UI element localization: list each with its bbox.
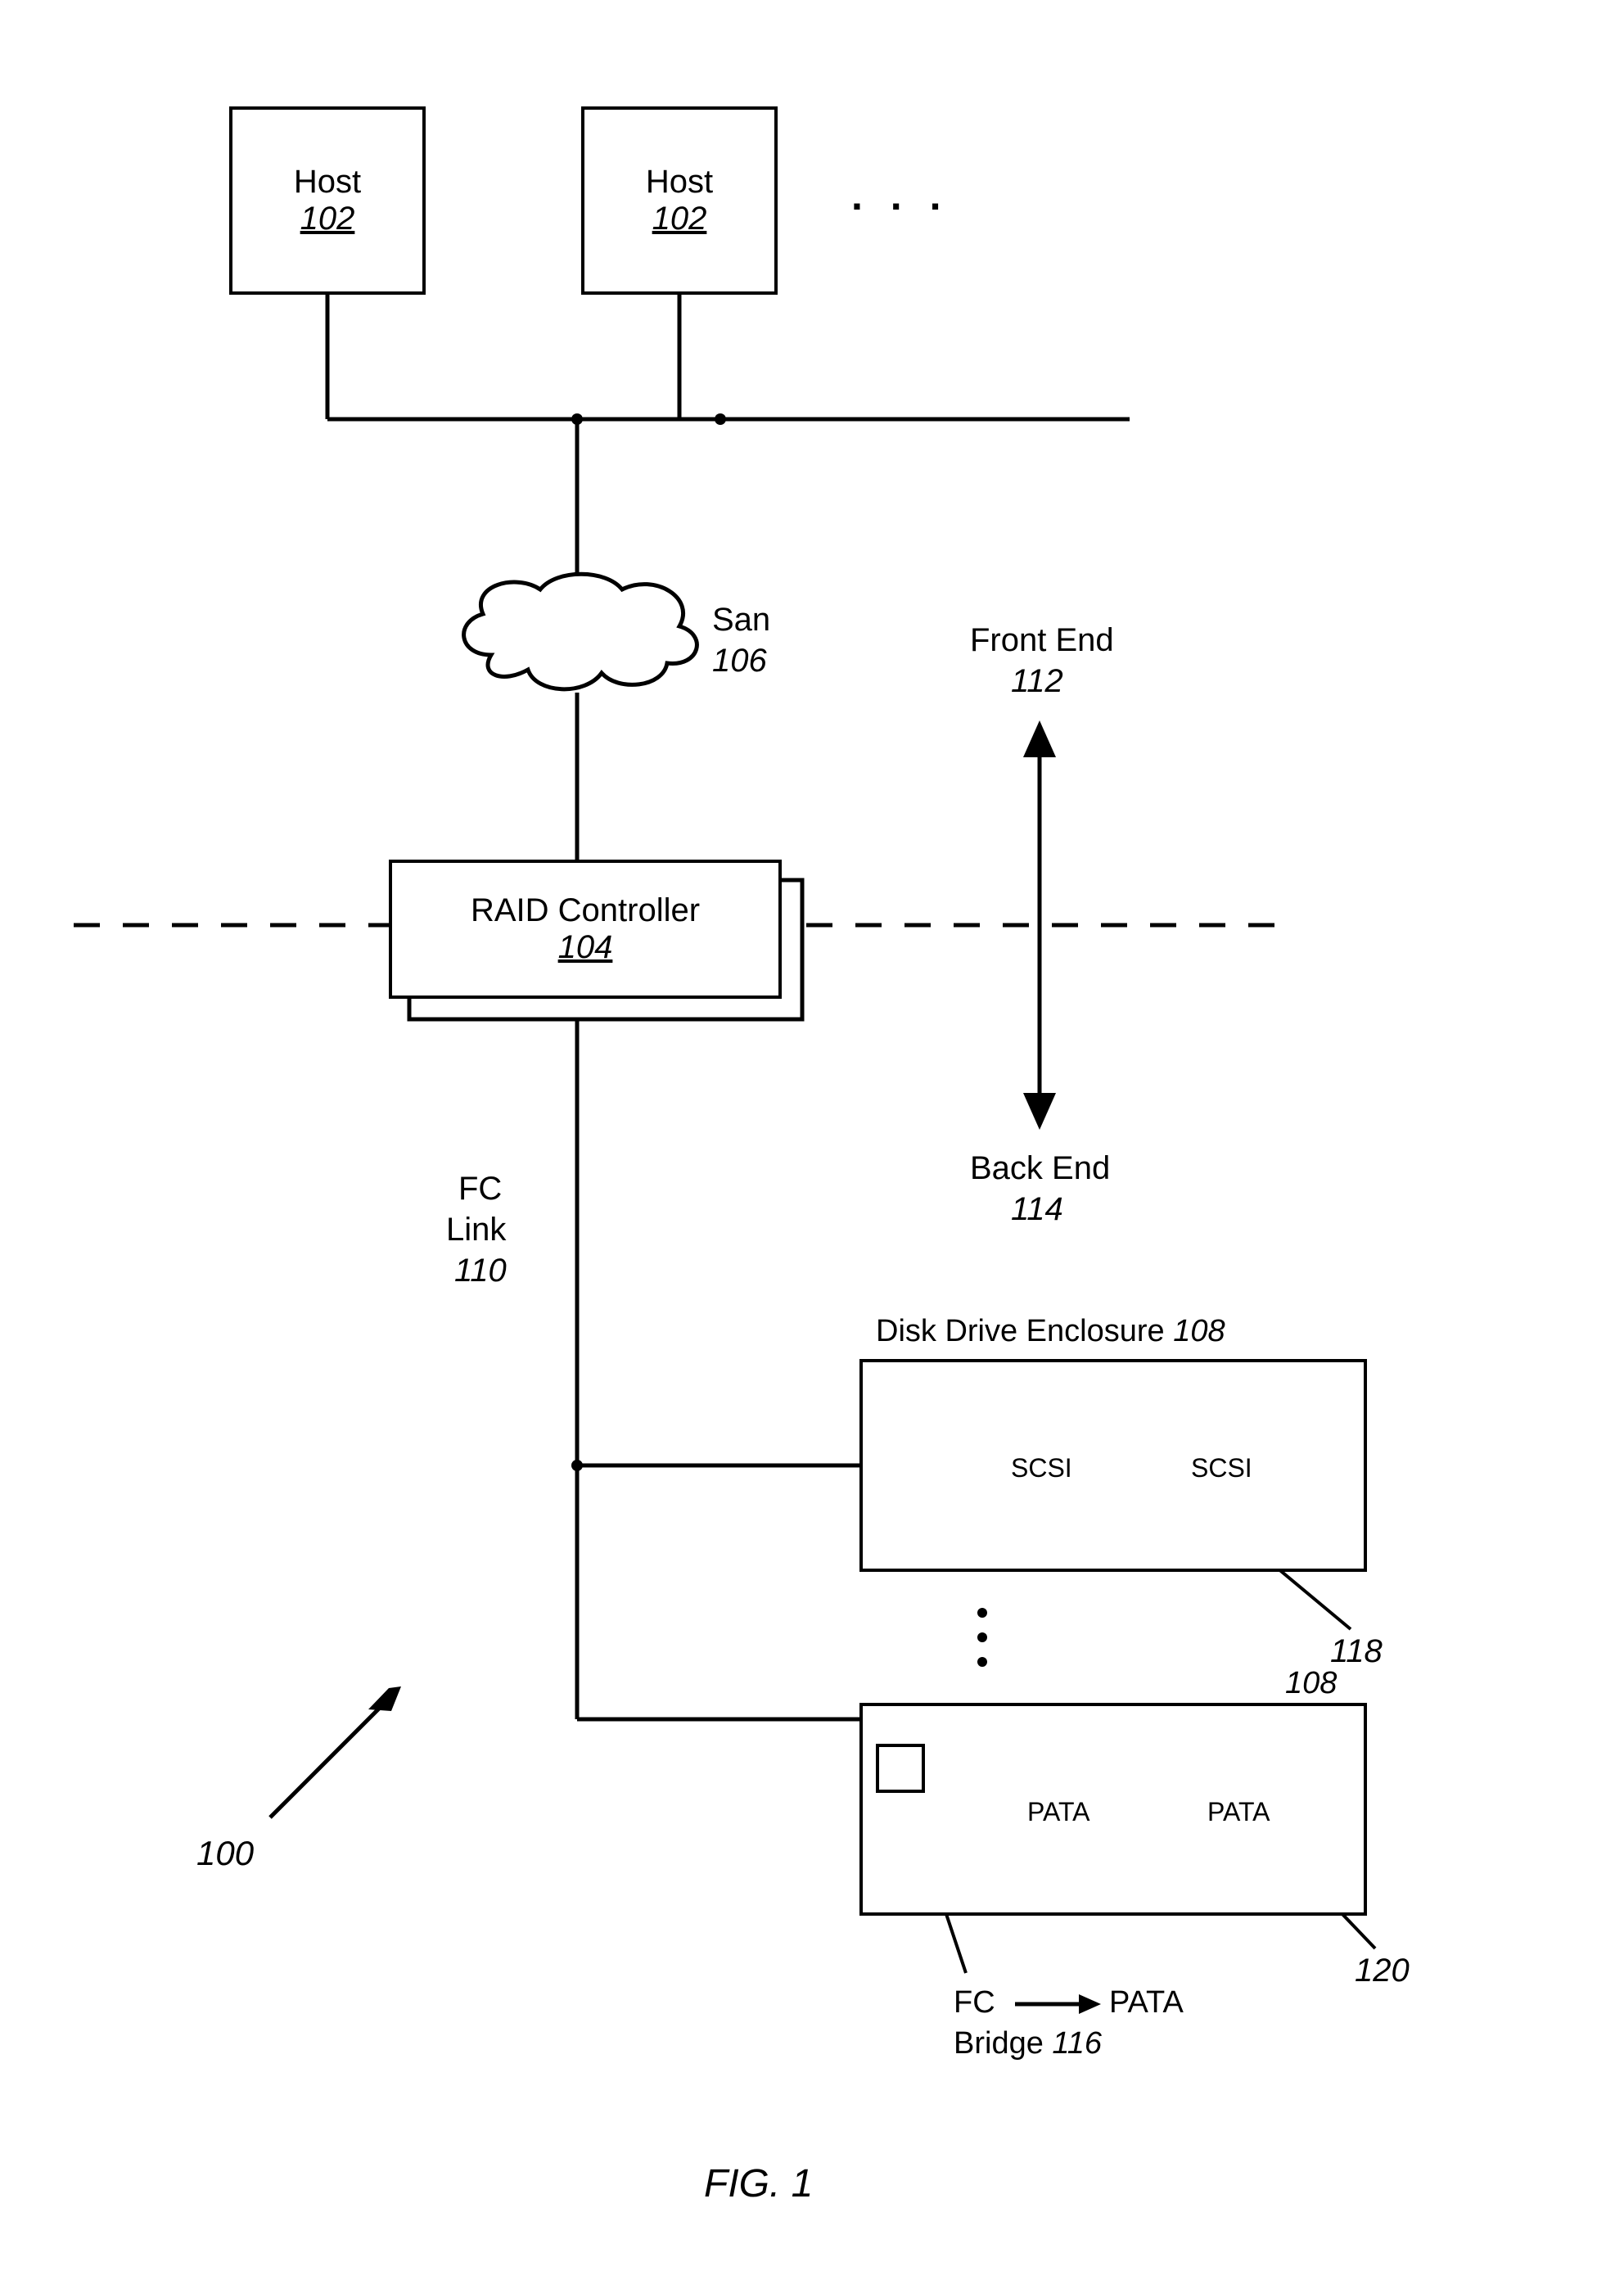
host-box-1: Host 102 bbox=[229, 106, 426, 295]
host2-label: Host bbox=[646, 164, 713, 201]
enclosure1-title: Disk Drive Enclosure 108 bbox=[876, 1314, 1225, 1349]
bridge-ref: 116 bbox=[1052, 2026, 1102, 2061]
enclosure1-title-text: Disk Drive Enclosure bbox=[876, 1314, 1165, 1348]
enclosure2-box bbox=[859, 1703, 1367, 1916]
raid-controller-box: RAID Controller 104 bbox=[389, 860, 782, 999]
san-ref: 106 bbox=[712, 643, 767, 679]
front-end-label: Front End bbox=[970, 622, 1114, 659]
fig-ref-100: 100 bbox=[196, 1834, 254, 1873]
front-end-ref: 112 bbox=[1011, 663, 1063, 700]
san-cloud bbox=[464, 574, 697, 689]
bridge-box bbox=[876, 1744, 925, 1793]
raid-label: RAID Controller bbox=[471, 892, 700, 929]
fc-link-label1: FC bbox=[458, 1171, 502, 1208]
scsi-label-1: SCSI bbox=[1011, 1453, 1072, 1483]
raid-ref: 104 bbox=[558, 929, 613, 966]
host1-ref: 102 bbox=[300, 201, 355, 237]
fc-link-label2: Link bbox=[446, 1212, 506, 1248]
bridge-word: Bridge bbox=[954, 2026, 1044, 2061]
back-end-label: Back End bbox=[970, 1150, 1110, 1187]
diagram-lines bbox=[0, 0, 1624, 2280]
drive-ref-118: 118 bbox=[1330, 1633, 1383, 1670]
drive-ref-120: 120 bbox=[1355, 1953, 1410, 1989]
bridge-label-fc: FC bbox=[954, 1985, 995, 2020]
pata-label-1: PATA bbox=[1027, 1797, 1089, 1827]
enclosure1-ref: 108 bbox=[1173, 1314, 1225, 1348]
bridge-label-bridge: Bridge 116 bbox=[954, 2026, 1102, 2061]
back-end-ref: 114 bbox=[1011, 1191, 1063, 1228]
fc-link-ref: 110 bbox=[454, 1253, 507, 1289]
enclosure2-ref: 108 bbox=[1285, 1666, 1337, 1701]
host1-label: Host bbox=[294, 164, 361, 201]
scsi-label-2: SCSI bbox=[1191, 1453, 1252, 1483]
pata-label-2: PATA bbox=[1207, 1797, 1270, 1827]
enclosure1-box bbox=[859, 1359, 1367, 1572]
host-box-2: Host 102 bbox=[581, 106, 778, 295]
hosts-ellipsis: . . . bbox=[851, 172, 949, 219]
host2-ref: 102 bbox=[652, 201, 707, 237]
san-label: San bbox=[712, 602, 770, 639]
bridge-label-pata: PATA bbox=[1109, 1985, 1184, 2020]
fig-ref-arrow bbox=[270, 1686, 401, 1817]
front-back-arrow bbox=[1023, 720, 1056, 1130]
figure-caption: FIG. 1 bbox=[704, 2161, 813, 2206]
